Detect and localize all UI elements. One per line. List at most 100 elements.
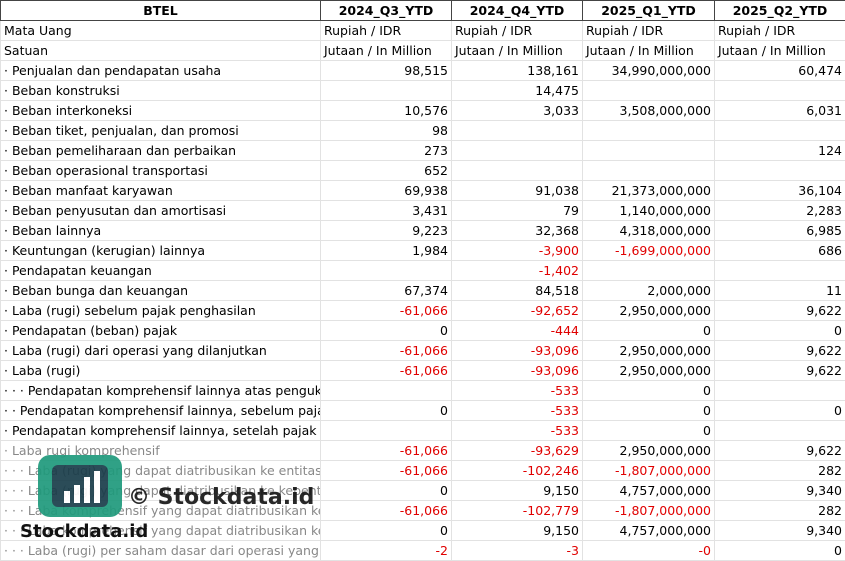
cell: 0 [582,420,715,441]
table-row: · Beban operasional transportasi 652 [0,160,845,181]
cell: 1,140,000,000 [582,200,715,221]
header-cell: 2024_Q3_YTD [320,0,452,21]
row-label: · Laba rugi komprehensif [0,440,321,461]
row-label: · · · Laba (rugi) yang dapat diatribusik… [0,480,321,501]
cell [714,120,845,141]
cell: 3,033 [451,100,583,121]
cell: 0 [582,380,715,401]
cell: -533 [451,380,583,401]
cell: 0 [320,520,452,541]
header-row: BTEL 2024_Q3_YTD 2024_Q4_YTD 2025_Q1_YTD 202… [0,0,845,21]
cell: -61,066 [320,500,452,521]
row-label: · Laba (rugi) sebelum pajak penghasilan [0,300,321,321]
cell [451,140,583,161]
cell: 9,622 [714,360,845,381]
cell: 9,150 [451,480,583,501]
table-row: · Pendapatan komprehensif lainnya, setel… [0,420,845,441]
cell: 2,950,000,000 [582,440,715,461]
cell: -61,066 [320,460,452,481]
cell: 138,161 [451,60,583,81]
cell [714,80,845,101]
table-row: · Beban tiket, penjualan, dan promosi 98 [0,120,845,141]
cell: 36,104 [714,180,845,201]
table-row: · Beban manfaat karyawan 69,938 91,038 21,3… [0,180,845,201]
table-row: · · · Laba (rugi) yang dapat diatribusik… [0,460,845,481]
table-row: · Beban konstruksi 14,475 [0,80,845,101]
table-row: · Keuntungan (kerugian) lainnya 1,984 -3,9… [0,240,845,261]
table-row: · Laba (rugi) sebelum pajak penghasilan -… [0,300,845,321]
cell: -3,900 [451,240,583,261]
cell: -61,066 [320,340,452,361]
cell: 0 [320,320,452,341]
table-row: · · · Laba (rugi) yang dapat diatribusik… [0,480,845,501]
cell [320,420,452,441]
header-cell: 2025_Q2_YTD [714,0,845,21]
row-label: · Pendapatan (beban) pajak [0,320,321,341]
cell: 9,622 [714,440,845,461]
row-label: · Penjualan dan pendapatan usaha [0,60,321,81]
cell: 282 [714,460,845,481]
cell: -102,779 [451,500,583,521]
table-row: · Beban pemeliharaan dan perbaikan 273 124 [0,140,845,161]
cell: -61,066 [320,440,452,461]
table-row: · Laba rugi komprehensif -61,066 -93,629 2,… [0,440,845,461]
cell: 98 [320,120,452,141]
table-row: · Beban lainnya 9,223 32,368 4,318,000,000 6… [0,220,845,241]
cell: -93,096 [451,340,583,361]
cell: -93,629 [451,440,583,461]
cell [451,120,583,141]
cell [320,260,452,281]
cell: 0 [320,480,452,501]
cell: -444 [451,320,583,341]
cell: 21,373,000,000 [582,180,715,201]
cell: 273 [320,140,452,161]
cell: 60,474 [714,60,845,81]
cell: -93,096 [451,360,583,381]
cell: 4,757,000,000 [582,480,715,501]
cell [582,140,715,161]
table-row: · · · Laba (rugi) per saham dasar dari o… [0,540,845,561]
cell: 2,283 [714,200,845,221]
row-label: Mata Uang [0,20,321,41]
header-cell: 2025_Q1_YTD [582,0,715,21]
cell: -1,402 [451,260,583,281]
cell: 98,515 [320,60,452,81]
cell: 124 [714,140,845,161]
cell: 10,576 [320,100,452,121]
row-label: · Beban operasional transportasi [0,160,321,181]
cell: 6,031 [714,100,845,121]
cell: -0 [582,540,715,561]
cell: -533 [451,400,583,421]
row-label: · · · Laba komprehensif yang dapat diatr… [0,520,321,541]
row-label: · Pendapatan keuangan [0,260,321,281]
cell: 6,985 [714,220,845,241]
row-label: · Pendapatan komprehensif lainnya, setel… [0,420,321,441]
table-row: · Beban bunga dan keuangan 67,374 84,518 2,… [0,280,845,301]
cell: 686 [714,240,845,261]
cell: 34,990,000,000 [582,60,715,81]
row-label: Satuan [0,40,321,61]
cell: -1,699,000,000 [582,240,715,261]
cell: 9,340 [714,480,845,501]
table-row: · Laba (rugi) dari operasi yang dilanjut… [0,340,845,361]
cell: Jutaan / In Million [451,40,583,61]
table-row: · Penjualan dan pendapatan usaha 98,515 13… [0,60,845,81]
row-label: · · · Laba komprehensif yang dapat diatr… [0,500,321,521]
cell: 84,518 [451,280,583,301]
table-row: · Pendapatan (beban) pajak 0 -444 0 0 [0,320,845,341]
table-row: Satuan Jutaan / In Million Jutaan / In Mil… [0,40,845,61]
cell: Rupiah / IDR [451,20,583,41]
cell: 32,368 [451,220,583,241]
cell [320,80,452,101]
table-row: · · · Pendapatan komprehensif lainnya at… [0,380,845,401]
cell: 2,950,000,000 [582,300,715,321]
cell: 2,950,000,000 [582,340,715,361]
cell: 69,938 [320,180,452,201]
cell: Jutaan / In Million [320,40,452,61]
cell: 79 [451,200,583,221]
table-row: · Laba (rugi) -61,066 -93,096 2,950,000,000… [0,360,845,381]
cell [582,80,715,101]
cell: 4,318,000,000 [582,220,715,241]
